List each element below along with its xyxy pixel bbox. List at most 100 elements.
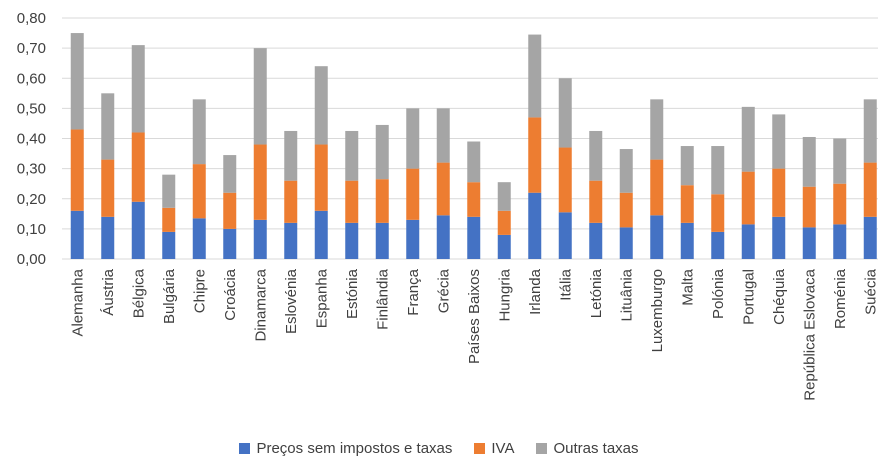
stacked-bar-chart: 0,00 0,10 0,20 0,30 0,40 0,50 0,60 0,70 0,80 Ale… [17, 10, 878, 401]
bar-segment [101, 159, 115, 217]
bar-segment [70, 129, 84, 211]
legend-label-precos: Preços sem impostos e taxas [256, 440, 453, 457]
bar-segment [802, 136, 816, 187]
legend-swatch-outras-taxas [536, 443, 548, 454]
bar-segment [558, 78, 572, 148]
x-tick-label: Espanha [313, 268, 330, 328]
bar-segment [558, 212, 572, 259]
bar-segment [284, 130, 298, 181]
bar-segment [650, 99, 664, 160]
x-tick-label: Polónia [710, 268, 727, 319]
bar-segment [436, 162, 450, 216]
bar-segment [528, 34, 542, 118]
x-tick-label: Croácia [222, 268, 239, 320]
bar-segment [345, 180, 359, 223]
y-tick-label: 0,10 [17, 221, 46, 238]
bar-segment [406, 219, 420, 259]
x-tick-label: Irlanda [527, 268, 544, 315]
bar-segment [802, 227, 816, 259]
bar-segment [162, 174, 176, 208]
x-tick-label: Alemanha [69, 268, 86, 336]
legend: Preços sem impostos e taxas IVA Outras t… [0, 440, 878, 457]
bar-segment [375, 124, 389, 180]
x-tick-label: Lituânia [618, 268, 635, 321]
x-tick-label: Luxemburgo [649, 269, 666, 352]
bar-segment [253, 219, 267, 259]
legend-swatch-precos [239, 443, 251, 454]
bar-segment [101, 216, 115, 259]
bar-segment [375, 222, 389, 259]
legend-label-outras-taxas: Outras taxas [553, 440, 639, 457]
bar-segment [711, 146, 725, 195]
bar-segment [436, 215, 450, 259]
bar-segment [619, 149, 633, 193]
bar-segment [802, 186, 816, 228]
bar-segment [741, 171, 755, 225]
bar-segment [70, 33, 84, 130]
bar-segment [528, 192, 542, 259]
bar-segment [711, 231, 725, 259]
bar-segment [772, 168, 786, 217]
y-tick-label: 0,50 [17, 100, 46, 117]
bar-segment [131, 45, 145, 133]
x-tick-label: Letónia [588, 268, 605, 318]
bar-segment [192, 99, 206, 165]
bar-segment [619, 192, 633, 228]
bar-segment [70, 210, 84, 259]
bar-segment [101, 93, 115, 160]
bar-segment [833, 138, 847, 184]
bar-segment [863, 216, 877, 259]
bar-segment [406, 108, 420, 169]
bar-segment [406, 168, 420, 220]
bar-segment [314, 210, 328, 259]
bar-segment [619, 227, 633, 259]
y-tick-label: 0,40 [17, 131, 46, 148]
x-tick-label: Portugal [740, 269, 757, 325]
bar-segment [223, 192, 237, 229]
bar-segment [497, 234, 511, 259]
bar-segment [863, 162, 877, 217]
legend-label-iva: IVA [491, 440, 515, 457]
bar-segment [162, 231, 176, 259]
bar-segment [314, 66, 328, 145]
bar-segment [680, 185, 694, 223]
bar-segment [345, 130, 359, 181]
bar-segment [589, 130, 603, 181]
x-tick-label: Bélgica [130, 268, 147, 318]
bar-segment [680, 222, 694, 259]
x-tick-label: República Eslovaca [801, 268, 818, 400]
x-axis-ticks: Alemanha Áustria Bélgica Bulgária Chipre Croá… [69, 268, 878, 400]
bar-segment [314, 144, 328, 211]
legend-swatch-iva [474, 443, 486, 454]
bar-segment [253, 48, 267, 145]
x-tick-label: Roménia [832, 268, 849, 329]
bar-segment [772, 114, 786, 169]
bar-segment [833, 224, 847, 259]
y-tick-label: 0,30 [17, 161, 46, 178]
bar-segment [467, 141, 481, 183]
bar-segment [192, 164, 206, 219]
y-tick-label: 0,80 [17, 10, 46, 27]
bar-segment [680, 146, 694, 186]
x-tick-label: Itália [557, 268, 574, 300]
bar-segment [284, 180, 298, 223]
x-tick-label: Suécia [862, 268, 878, 315]
x-tick-label: Malta [679, 268, 696, 305]
y-tick-label: 0,70 [17, 40, 46, 57]
x-tick-label: Áustria [100, 268, 117, 315]
x-tick-label: Grécia [435, 268, 452, 313]
bar-segment [863, 99, 877, 163]
y-tick-label: 0,00 [17, 251, 46, 268]
bar-segment [345, 222, 359, 259]
y-axis-ticks: 0,00 0,10 0,20 0,30 0,40 0,50 0,60 0,70 0,80 [17, 10, 46, 268]
bar-segment [741, 106, 755, 172]
bar-segment [650, 215, 664, 259]
x-tick-label: Chipre [191, 269, 208, 313]
x-tick-label: Finlândia [374, 268, 391, 330]
x-tick-label: Eslovénia [283, 268, 300, 334]
bar-segment [284, 222, 298, 259]
y-tick-label: 0,60 [17, 70, 46, 87]
bar-segment [192, 218, 206, 259]
bar-segment [497, 182, 511, 211]
